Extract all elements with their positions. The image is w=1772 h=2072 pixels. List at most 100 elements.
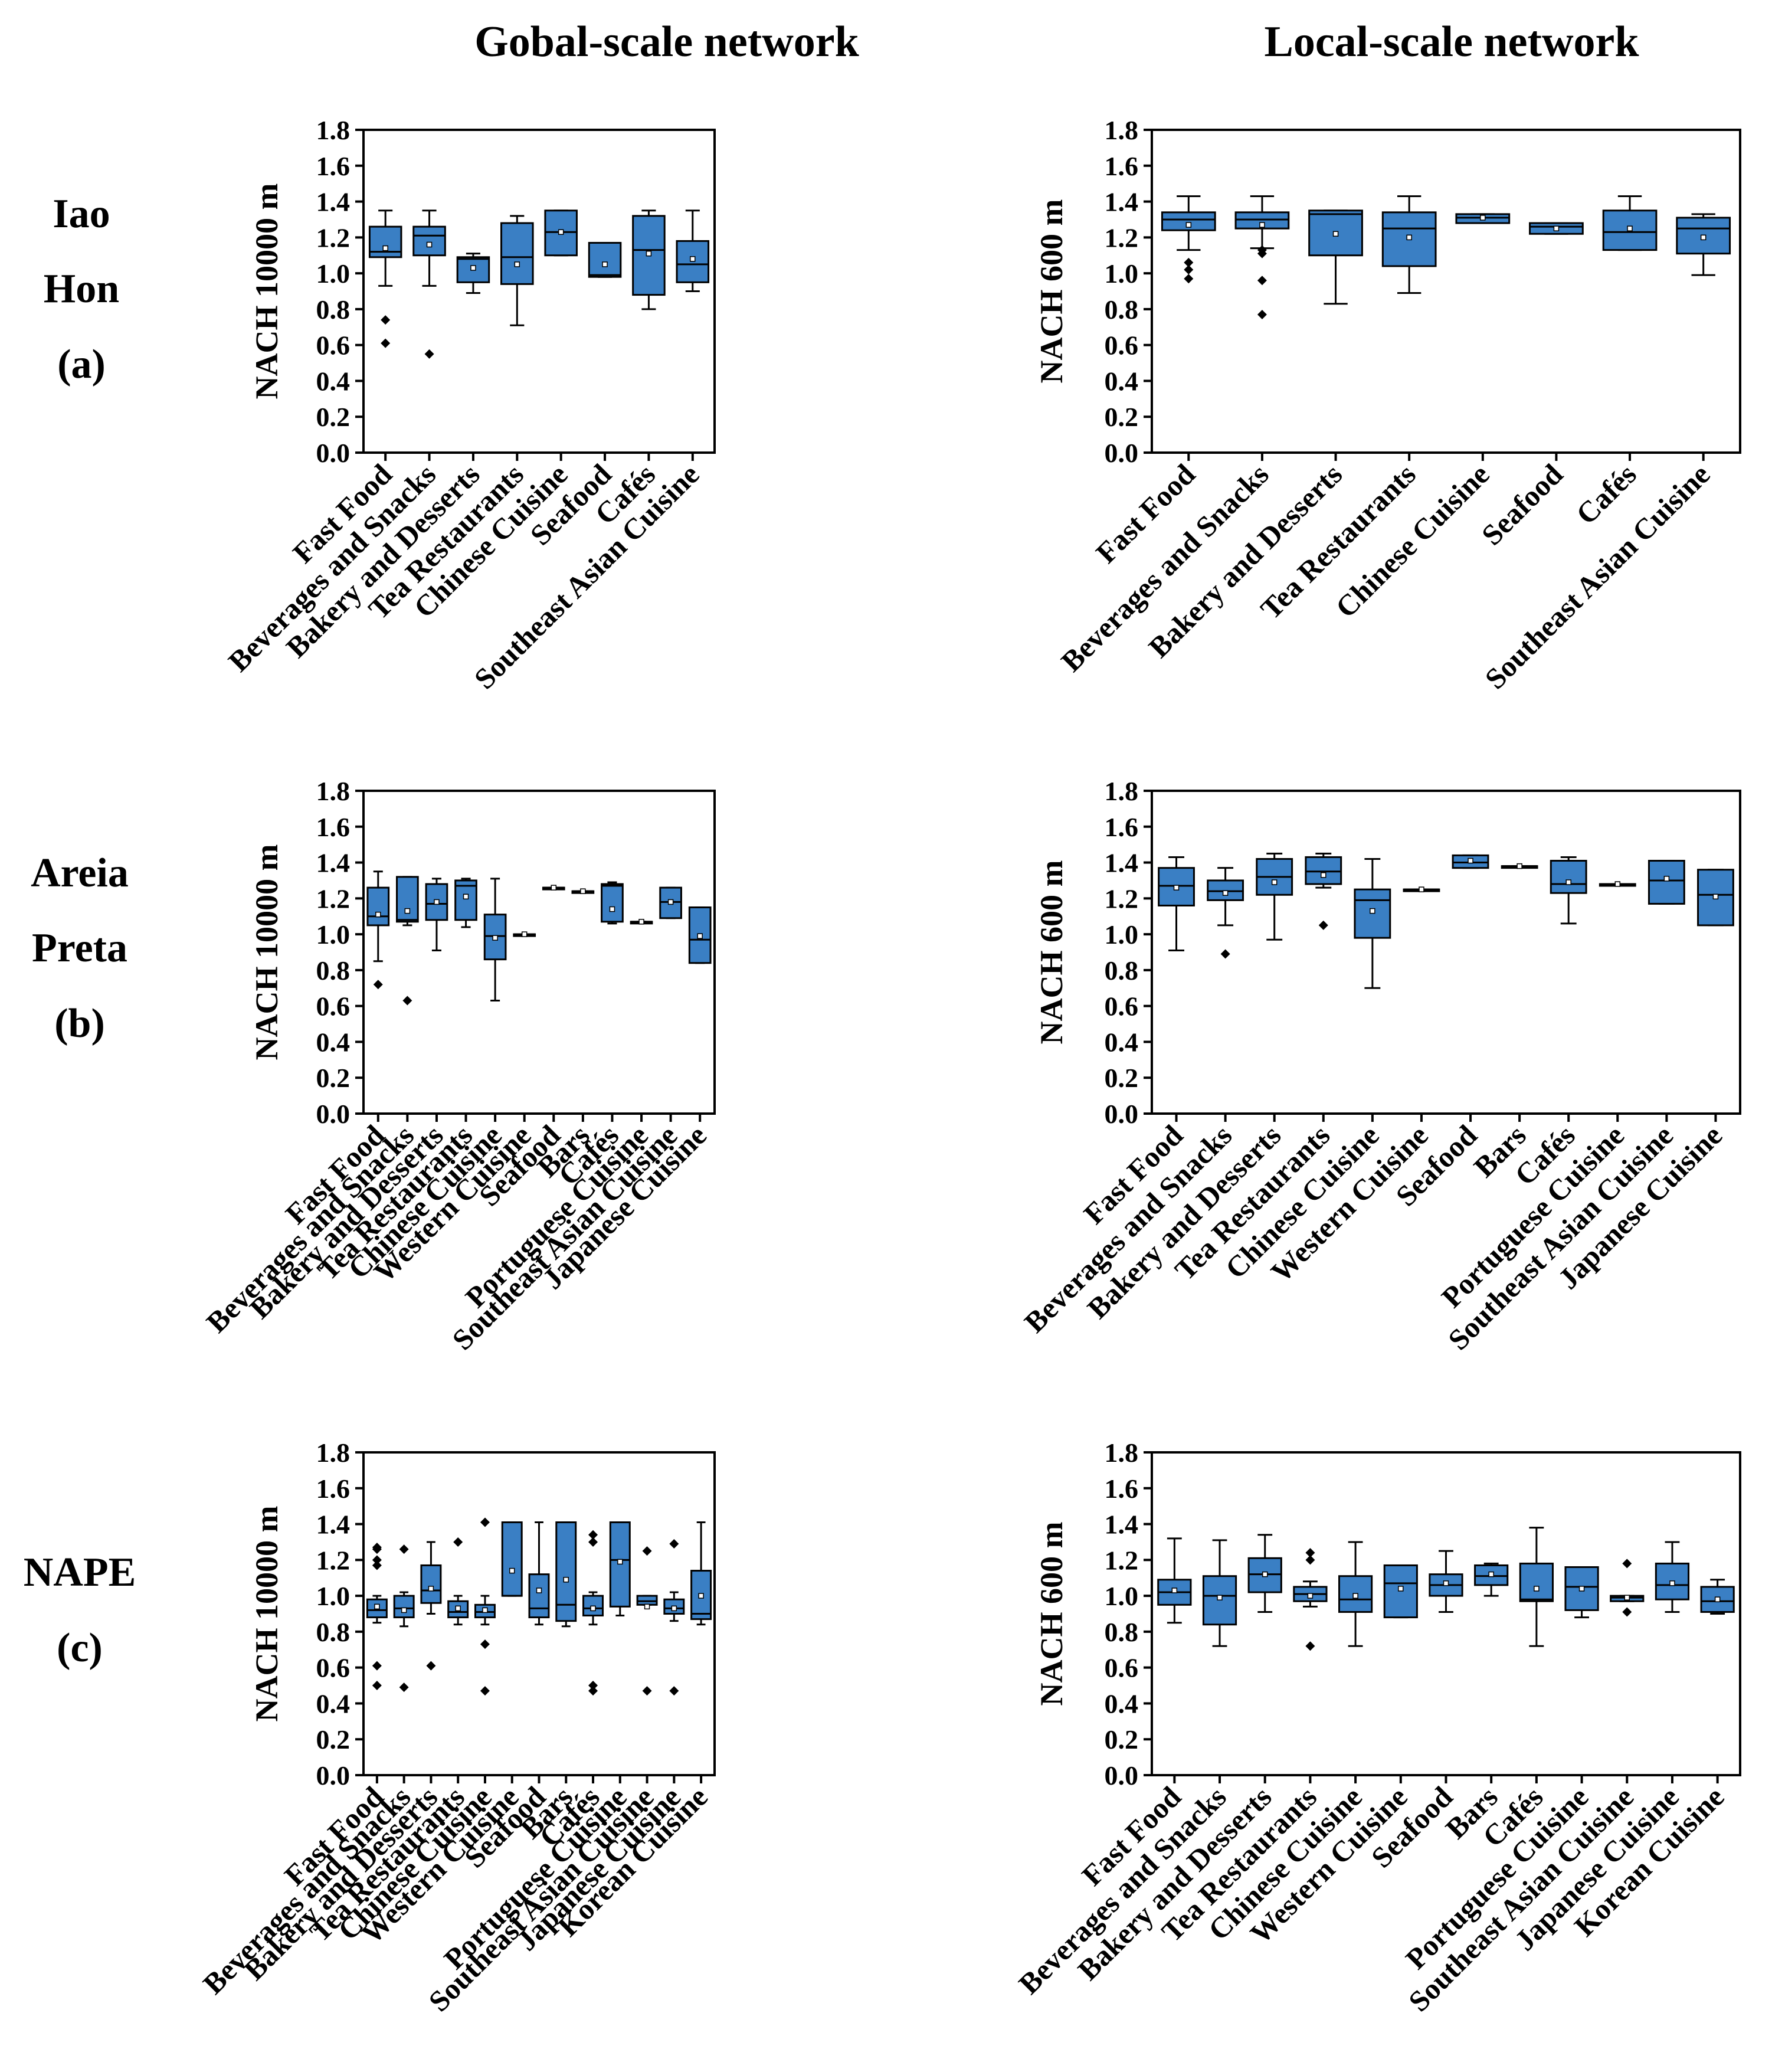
panel-2-0-box-0 [366, 1543, 388, 1691]
box-mean-marker [1700, 234, 1707, 241]
box-mean-marker [551, 885, 557, 891]
panel-0-1-frame [1151, 129, 1741, 454]
panel-0-0-ytick-label: 0.6 [316, 330, 351, 361]
panel-1-1-y-axis-label: NACH 600 m [1034, 860, 1069, 1044]
panel-1-1-box-0 [1158, 856, 1195, 951]
panel-1-1-ytick-label: 0.0 [1105, 1099, 1139, 1129]
column-title-global: Gobal-scale network [474, 18, 859, 66]
panel-2-0-ytick-label: 0.2 [316, 1724, 351, 1755]
outlier-point [669, 1539, 679, 1549]
box-mean-marker [1185, 222, 1192, 228]
box-mean-marker [1516, 863, 1522, 869]
panel-2-1-box-1 [1202, 1539, 1237, 1647]
box-iqr [393, 1595, 415, 1619]
box-mean-marker [382, 245, 388, 251]
panel-1-0-ytick-label: 0.4 [316, 1027, 351, 1057]
box-iqr [636, 1595, 658, 1606]
outlier-point [669, 1686, 679, 1696]
row-label-b-line3: (b) [54, 1001, 105, 1046]
outlier-point [588, 1530, 598, 1540]
panel-0-0-frame [362, 129, 716, 454]
box-mean-marker [1217, 1595, 1223, 1600]
box-mean-marker [1480, 215, 1486, 221]
box-mean-marker [1398, 1586, 1404, 1592]
panel-1-1-frame [1151, 790, 1741, 1115]
panel-1-0-box-10 [659, 886, 682, 919]
panel-1-0-ytick-label: 0.0 [316, 1099, 351, 1129]
box-mean-marker [1553, 225, 1560, 231]
box-mean-marker [690, 256, 696, 262]
box-mean-marker [697, 933, 703, 939]
panel-0-1-y-axis-label: NACH 600 m [1034, 199, 1069, 383]
box-mean-marker [374, 1603, 380, 1610]
panel-0-1-ytick-label: 0.6 [1105, 330, 1139, 361]
box-mean-marker [482, 1607, 488, 1613]
panel-1-1-ytick-label: 0.4 [1105, 1027, 1139, 1057]
panel-2-1-ytick-label: 0.0 [1105, 1760, 1139, 1791]
panel-0-0-box-7 [676, 210, 710, 292]
panel-0-1-ytick-label: 1.8 [1105, 115, 1139, 145]
panel-0-0-box-1 [412, 210, 446, 359]
panel-0-1-ytick-label: 0.2 [1105, 402, 1139, 432]
box-mean-marker [1627, 225, 1633, 231]
panel-1-0-ytick-label: 0.8 [316, 955, 351, 986]
panel-1-0-box-1 [396, 876, 419, 1006]
panel-2-1-ytick-label: 0.4 [1105, 1688, 1139, 1719]
panel-2-1-ytick-label: 0.6 [1105, 1653, 1139, 1683]
panel-2-1-box-11 [1655, 1541, 1690, 1613]
panel-1-1-box-2 [1256, 852, 1293, 941]
panel-0-1-ytick-label: 1.0 [1105, 258, 1139, 289]
box-mean-marker [1669, 1580, 1675, 1586]
panel-0-1-box-6 [1602, 195, 1658, 251]
panel-2-1-box-7 [1474, 1562, 1509, 1597]
box-mean-marker [521, 931, 528, 937]
box-iqr [396, 876, 419, 923]
panel-2-0-box-3 [447, 1537, 469, 1626]
panel-2-0-ytick-label: 0.0 [316, 1760, 351, 1791]
box-mean-marker [563, 1577, 569, 1583]
panel-1-1-box-5 [1403, 886, 1440, 892]
panel-2-1-ytick-label: 1.2 [1105, 1545, 1139, 1575]
panel-1-1-box-4 [1354, 857, 1391, 989]
box-mean-marker [470, 265, 476, 271]
panel-0-1-ytick-label: 0.4 [1105, 366, 1139, 396]
box-iqr [500, 222, 534, 285]
panel-0-0-ytick-label: 0.4 [316, 366, 351, 396]
box-mean-marker [428, 1586, 434, 1592]
panel-1-1-ytick-label: 0.8 [1105, 955, 1139, 986]
panel-2-1-box-2 [1247, 1534, 1282, 1613]
box-iqr [690, 1570, 712, 1621]
outlier-point [402, 996, 412, 1006]
panel-1-0-box-9 [630, 919, 653, 925]
outlier-point [588, 1537, 598, 1547]
box-mean-marker [1332, 231, 1339, 237]
outlier-point [1305, 1555, 1315, 1565]
outlier-point [588, 1686, 598, 1696]
panel-1-0-box-6 [542, 885, 565, 891]
panel-2-1-ytick-label: 0.2 [1105, 1724, 1139, 1755]
panel-0-0-ytick-label: 1.0 [316, 258, 351, 289]
panel-1-0-frame [362, 790, 716, 1115]
box-mean-marker [602, 261, 608, 267]
outlier-point [372, 1560, 382, 1570]
panel-2-1-box-0 [1157, 1537, 1192, 1624]
panel-0-1-ytick-label: 1.6 [1105, 151, 1139, 181]
box-mean-marker [1370, 908, 1375, 914]
panel-2-0-box-5 [501, 1521, 523, 1597]
panel-2-1-ytick-label: 1.6 [1105, 1474, 1139, 1504]
panel-0-0-box-6 [632, 210, 666, 310]
outlier-point [426, 1661, 436, 1671]
panel-1-1-box-10 [1647, 860, 1685, 905]
panel-0-0-ytick-label: 1.6 [316, 151, 351, 181]
box-iqr [632, 215, 666, 296]
panel-2-1-box-6 [1429, 1550, 1463, 1613]
box-mean-marker [1321, 872, 1326, 878]
row-label-a-line3: (a) [57, 342, 106, 387]
panel-1-1-box-7 [1501, 863, 1538, 869]
panel-0-0-ytick-label: 0.8 [316, 294, 351, 325]
box-mean-marker [1488, 1571, 1494, 1577]
panel-2-1-y-axis-label: NACH 600 m [1034, 1521, 1069, 1706]
panel-1-1-box-9 [1599, 881, 1636, 887]
